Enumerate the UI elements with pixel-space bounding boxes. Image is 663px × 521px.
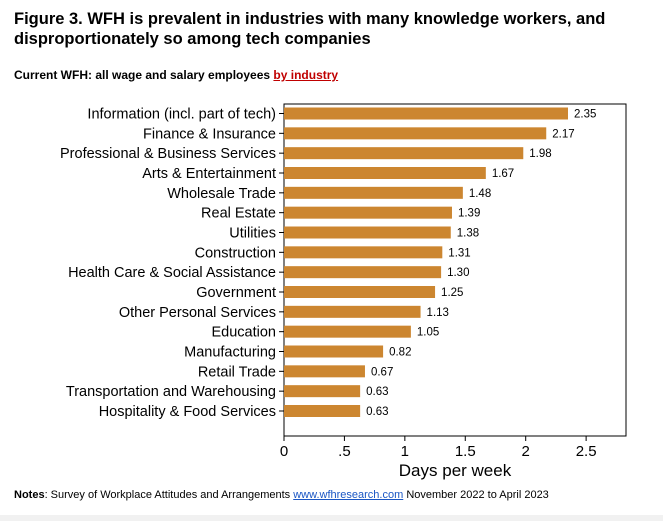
bar — [284, 206, 452, 219]
bar — [284, 127, 547, 140]
value-label: 0.67 — [371, 366, 393, 378]
category-label: Professional & Business Services — [60, 146, 276, 162]
value-label: 1.30 — [447, 267, 469, 279]
value-label: 0.82 — [389, 347, 411, 359]
notes-footer: Notes: Survey of Workplace Attitudes and… — [14, 489, 549, 501]
value-label: 2.35 — [574, 109, 596, 121]
bar — [284, 365, 365, 378]
category-label: Finance & Insurance — [143, 126, 276, 142]
category-label: Transportation and Warehousing — [66, 384, 276, 400]
bar — [284, 246, 443, 259]
bar — [284, 266, 442, 279]
bar — [284, 286, 436, 298]
subtitle-text: Current WFH: all wage and salary employe… — [14, 68, 274, 82]
bar — [284, 186, 463, 199]
x-tick-label: 2.5 — [576, 443, 597, 460]
category-label: Wholesale Trade — [167, 186, 276, 202]
figure-title: Figure 3. WFH is prevalent in industries… — [14, 10, 606, 48]
bar — [284, 345, 384, 358]
notes-date-range: November 2022 to April 2023 — [403, 489, 549, 501]
value-label: 1.38 — [457, 228, 479, 240]
bar — [284, 167, 486, 179]
category-label: Government — [196, 285, 276, 301]
value-label: 1.98 — [529, 148, 551, 160]
bar — [284, 325, 411, 338]
category-label: Education — [212, 325, 277, 341]
chart-subtitle: Current WFH: all wage and salary employe… — [14, 68, 338, 82]
category-label: Manufacturing — [184, 345, 276, 361]
value-label: 1.05 — [417, 327, 439, 339]
bar — [284, 405, 361, 417]
bar — [284, 107, 568, 120]
value-label: 1.67 — [492, 168, 514, 180]
notes-label: Notes — [14, 489, 45, 501]
category-label: Hospitality & Food Services — [99, 404, 276, 420]
bottom-divider — [0, 515, 663, 521]
category-label: Other Personal Services — [119, 305, 276, 321]
category-label: Information (incl. part of tech) — [87, 107, 276, 123]
x-tick-label: 2 — [522, 443, 530, 460]
value-label: 2.17 — [552, 128, 574, 140]
bar — [284, 385, 361, 398]
value-label: 1.39 — [458, 208, 480, 220]
value-label: 0.63 — [366, 386, 388, 398]
x-tick-label: .5 — [338, 443, 351, 460]
by-industry-link[interactable]: by industry — [273, 68, 339, 82]
x-axis-label: Days per week — [399, 461, 512, 480]
value-label: 1.31 — [448, 247, 470, 259]
x-tick-label: 1 — [401, 443, 409, 460]
bar — [284, 147, 524, 160]
category-label: Arts & Entertainment — [142, 166, 276, 182]
category-label: Utilities — [229, 226, 276, 242]
category-label: Construction — [195, 245, 276, 261]
category-label: Health Care & Social Assistance — [68, 265, 276, 281]
bar — [284, 305, 421, 318]
x-tick-label: 1.5 — [455, 443, 476, 460]
x-tick-label: 0 — [280, 443, 288, 460]
value-label: 1.48 — [469, 188, 491, 200]
value-label: 1.25 — [441, 287, 463, 299]
notes-text: : Survey of Workplace Attitudes and Arra… — [44, 489, 294, 501]
bar — [284, 226, 451, 239]
category-label: Real Estate — [201, 206, 276, 222]
wfhresearch-link[interactable]: www.wfhresearch.com — [293, 489, 404, 501]
value-label: 1.13 — [427, 307, 449, 319]
category-label: Retail Trade — [198, 364, 276, 380]
value-label: 0.63 — [366, 406, 388, 418]
